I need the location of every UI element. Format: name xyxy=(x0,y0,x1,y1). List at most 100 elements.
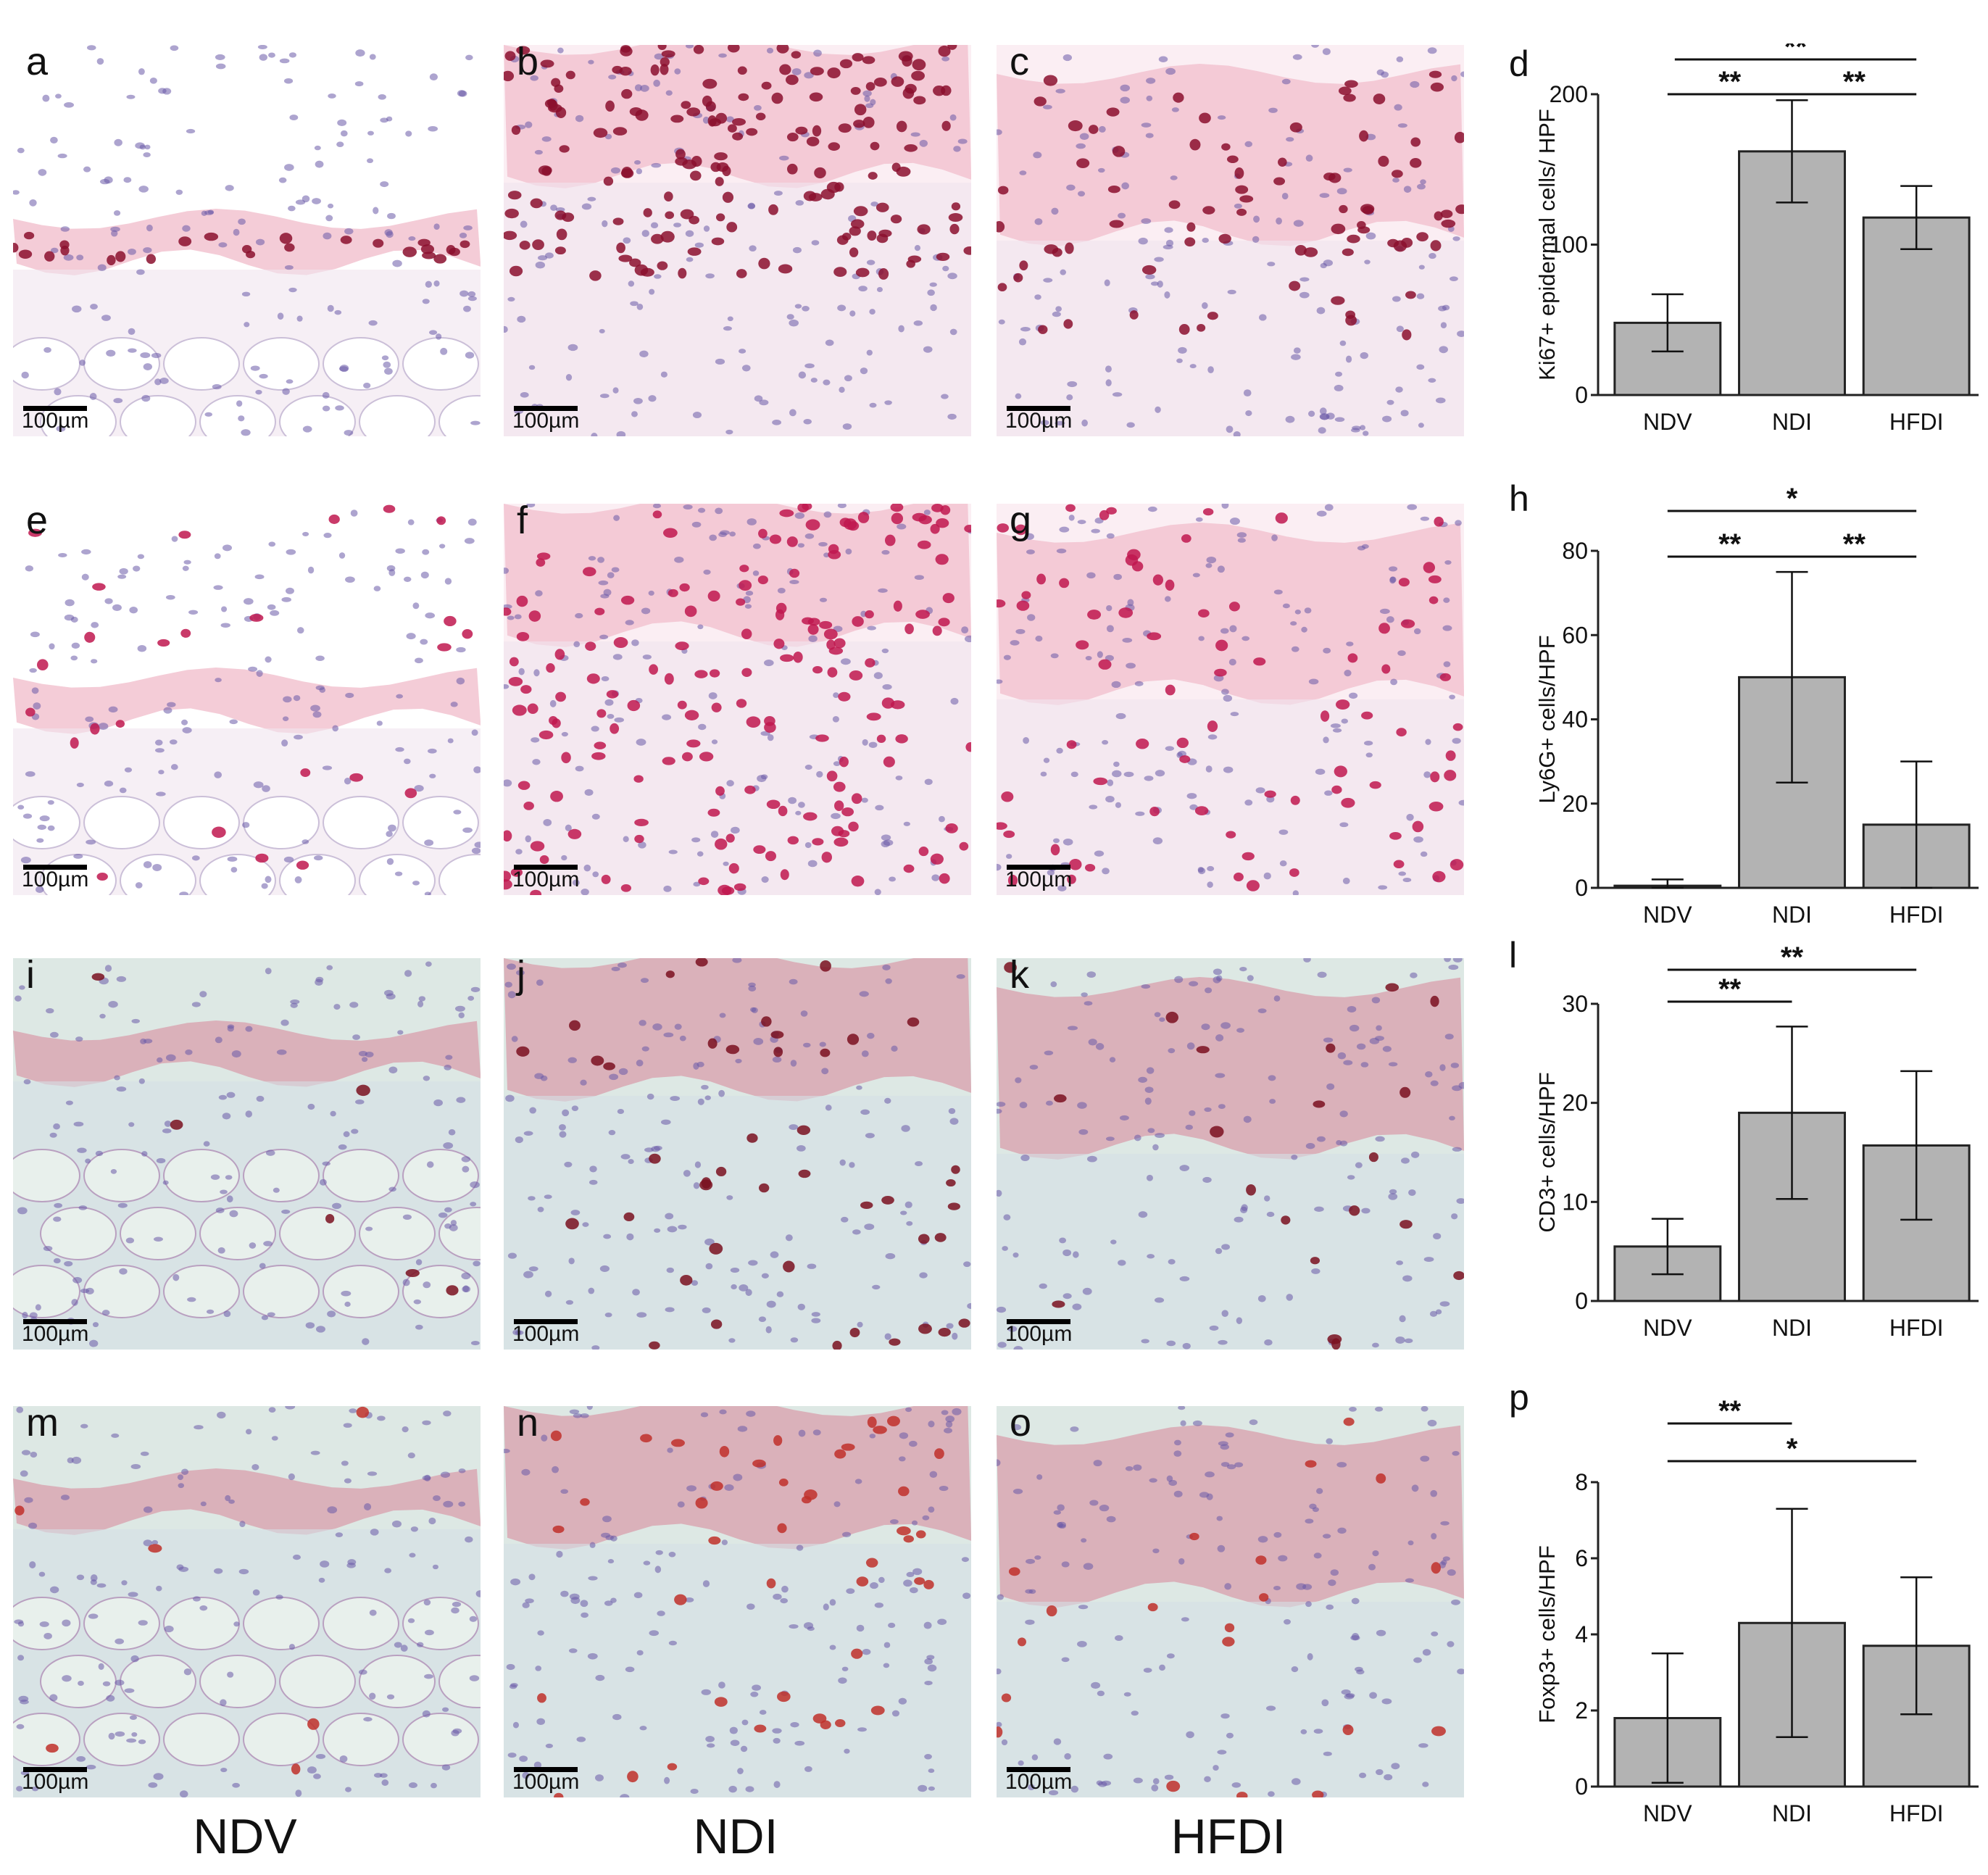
scale-label: 100µm xyxy=(22,868,89,891)
micrograph-f xyxy=(504,504,971,895)
scale-label: 100µm xyxy=(512,409,580,433)
y-tick-label: 20 xyxy=(1562,791,1588,817)
column-label-hfdi: HFDI xyxy=(1170,1809,1286,1864)
y-axis-label: CD3+ cells/HPF xyxy=(1534,1072,1560,1232)
scale-bar xyxy=(1007,1319,1070,1324)
significance-stars: ** xyxy=(1718,66,1742,98)
micrograph-o xyxy=(997,1406,1464,1797)
scale-bar xyxy=(1007,1767,1070,1772)
scale-bar xyxy=(514,865,578,870)
y-tick-label: 30 xyxy=(1562,991,1588,1017)
x-tick-label: NDV xyxy=(1643,1800,1692,1826)
significance-stars: * xyxy=(1787,1433,1798,1465)
x-tick-label: NDI xyxy=(1772,1315,1812,1341)
scale-label: 100µm xyxy=(1005,409,1073,433)
tissue-image-i xyxy=(13,958,481,1350)
panel-letter: c xyxy=(1010,40,1029,83)
bar-chart-l: l 0 10 20 30 CD3+ cells/HPF NDV NDI HFDI ** ** xyxy=(1509,935,1979,1341)
panel-letter: o xyxy=(1010,1401,1032,1444)
y-tick-label: 4 xyxy=(1575,1621,1588,1647)
scale-label: 100µm xyxy=(1005,868,1073,891)
y-tick-label: 0 xyxy=(1575,382,1588,408)
y-axis-label: Foxp3+ cells/HPF xyxy=(1534,1545,1560,1724)
scale-bar xyxy=(23,1767,87,1772)
significance-stars: * xyxy=(1787,483,1798,515)
panel-letter: k xyxy=(1010,953,1029,997)
bar-hfdi xyxy=(1862,216,1971,396)
y-tick-label: 2 xyxy=(1575,1697,1588,1724)
significance-stars: ** xyxy=(1781,941,1804,973)
tissue-image-j xyxy=(504,958,971,1350)
scale-bar xyxy=(514,406,578,411)
significance-stars: ** xyxy=(1718,1395,1742,1427)
panel-letter: m xyxy=(26,1401,59,1444)
scale-bar xyxy=(23,406,87,411)
scale-label: 100µm xyxy=(1005,1322,1073,1346)
micrograph-g xyxy=(997,504,1464,895)
x-tick-label: NDI xyxy=(1772,409,1812,435)
scale-label: 100µm xyxy=(22,1322,89,1346)
micrograph-j xyxy=(504,958,971,1350)
scale-label: 100µm xyxy=(22,1770,89,1794)
y-axis-label: Ly6G+ cells/HPF xyxy=(1534,635,1560,803)
micrograph-e xyxy=(13,504,481,895)
scale-label: 100µm xyxy=(512,1770,580,1794)
y-axis-label: Ki67+ epidermal cells/ HPF xyxy=(1534,109,1560,381)
scale-bar xyxy=(23,865,87,870)
x-tick-label: HFDI xyxy=(1889,1800,1944,1826)
significance-stars: ** xyxy=(1843,528,1866,560)
y-tick-label: 60 xyxy=(1562,622,1588,648)
y-tick-label: 80 xyxy=(1562,538,1588,564)
significance-stars: ** xyxy=(1718,973,1742,1005)
panel-letter: e xyxy=(26,499,49,542)
panel-letter: h xyxy=(1509,478,1529,519)
tissue-image-e xyxy=(13,504,481,895)
column-label-ndi: NDI xyxy=(693,1809,778,1864)
significance-stars: ** xyxy=(1784,43,1808,63)
micrograph-n xyxy=(504,1406,971,1797)
y-tick-label: 40 xyxy=(1562,707,1588,733)
panel-letter: b xyxy=(517,40,539,83)
y-tick-label: 8 xyxy=(1575,1469,1588,1495)
tissue-image-c xyxy=(997,45,1464,436)
panel-letter: n xyxy=(517,1401,539,1444)
x-tick-label: HFDI xyxy=(1889,902,1944,928)
y-tick-label: 10 xyxy=(1562,1189,1588,1215)
x-tick-label: NDI xyxy=(1772,902,1812,928)
panel-letter: f xyxy=(517,499,528,542)
x-tick-label: NDV xyxy=(1643,1315,1692,1341)
tissue-image-n xyxy=(504,1406,971,1797)
scale-bar xyxy=(1007,406,1070,411)
x-tick-label: NDV xyxy=(1643,902,1692,928)
tissue-image-o xyxy=(997,1406,1464,1797)
scale-label: 100µm xyxy=(512,868,580,891)
scale-bar xyxy=(514,1767,578,1772)
y-tick-label: 100 xyxy=(1550,232,1588,258)
significance-stars: ** xyxy=(1718,528,1742,560)
tissue-image-b xyxy=(504,45,971,436)
micrograph-b xyxy=(504,45,971,436)
micrograph-a xyxy=(13,45,481,436)
panel-letter: a xyxy=(26,40,49,83)
y-tick-label: 20 xyxy=(1562,1090,1588,1116)
x-tick-label: HFDI xyxy=(1889,409,1944,435)
tissue-image-f xyxy=(504,504,971,895)
scale-bar xyxy=(1007,865,1070,870)
tissue-image-k xyxy=(997,958,1464,1350)
tissue-image-a xyxy=(13,45,481,436)
y-tick-label: 0 xyxy=(1575,875,1588,901)
y-tick-label: 6 xyxy=(1575,1545,1588,1571)
tissue-image-m xyxy=(13,1406,481,1797)
scale-bar xyxy=(514,1319,578,1324)
panel-letter: p xyxy=(1509,1377,1529,1418)
column-label-ndv: NDV xyxy=(193,1809,297,1864)
panel-letter: d xyxy=(1509,43,1529,84)
x-tick-label: NDI xyxy=(1772,1800,1812,1826)
y-tick-label: 0 xyxy=(1575,1774,1588,1800)
x-tick-label: HFDI xyxy=(1889,1315,1944,1341)
panel-letter: g xyxy=(1010,499,1032,542)
micrograph-c xyxy=(997,45,1464,436)
y-tick-label: 0 xyxy=(1575,1288,1588,1314)
